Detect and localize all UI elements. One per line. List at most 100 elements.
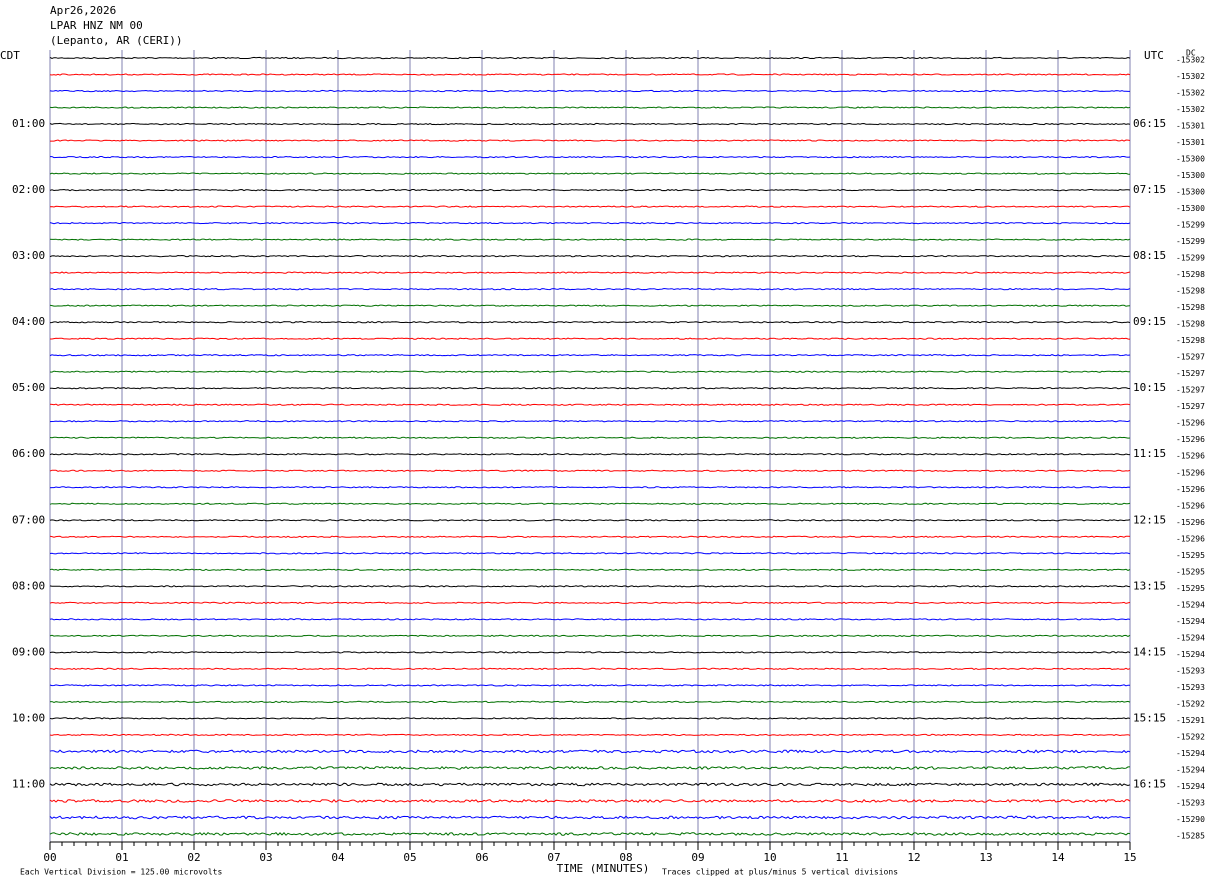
dc-value: -15298 <box>1176 320 1205 329</box>
dc-value: -15296 <box>1176 468 1205 477</box>
dc-value: -15299 <box>1176 221 1205 230</box>
dc-value: -15294 <box>1176 765 1205 774</box>
x-tick-label: 09 <box>691 851 704 864</box>
trace <box>49 188 1131 192</box>
utc-hour: 06:15 <box>1133 117 1166 130</box>
trace <box>49 815 1131 820</box>
trace <box>49 106 1131 109</box>
x-tick-label: 11 <box>835 851 848 864</box>
cdt-hour: 01:00 <box>12 117 45 130</box>
x-tick-label: 13 <box>979 851 992 864</box>
cdt-hour: 05:00 <box>12 381 45 394</box>
trace <box>49 749 1131 754</box>
dc-value: -15296 <box>1176 534 1205 543</box>
trace <box>49 354 1131 357</box>
trace <box>49 73 1131 76</box>
dc-value: -15300 <box>1176 188 1205 197</box>
x-tick-label: 10 <box>763 851 776 864</box>
dc-value: -15302 <box>1176 56 1205 65</box>
dc-value: -15293 <box>1176 666 1205 675</box>
cdt-hour: 07:00 <box>12 513 45 526</box>
title-line: LPAR HNZ NM 00 <box>50 19 143 32</box>
trace <box>50 387 1131 390</box>
utc-hour: 10:15 <box>1133 381 1166 394</box>
trace <box>49 519 1131 522</box>
dc-value: -15299 <box>1176 254 1205 263</box>
trace <box>50 337 1131 340</box>
trace <box>49 700 1131 704</box>
dc-label: DC <box>1186 49 1196 58</box>
clip-note: Traces clipped at plus/minus 5 vertical … <box>662 868 898 877</box>
trace <box>49 238 1131 241</box>
dc-value: -15292 <box>1176 699 1205 708</box>
cdt-hour: 02:00 <box>12 183 45 196</box>
trace <box>49 453 1131 456</box>
trace <box>49 287 1131 291</box>
x-tick-label: 04 <box>331 851 345 864</box>
trace <box>49 221 1131 225</box>
dc-value: -15300 <box>1176 204 1205 213</box>
trace <box>49 304 1131 307</box>
title-line: Apr26,2026 <box>50 4 116 17</box>
trace <box>49 798 1131 803</box>
trace <box>50 155 1131 159</box>
dc-value: -15300 <box>1176 171 1205 180</box>
right-zone: UTC <box>1144 49 1164 62</box>
dc-value: -15294 <box>1176 600 1205 609</box>
x-tick-label: 12 <box>907 851 920 864</box>
trace <box>49 733 1131 737</box>
dc-value: -15302 <box>1176 72 1205 81</box>
x-tick-label: 01 <box>115 851 128 864</box>
utc-hour: 12:15 <box>1133 513 1166 526</box>
trace <box>49 552 1131 555</box>
utc-hour: 15:15 <box>1133 711 1166 724</box>
cdt-hour: 08:00 <box>12 579 45 592</box>
trace <box>49 651 1131 654</box>
x-axis-title: TIME (MINUTES) <box>557 862 650 875</box>
trace <box>49 122 1131 126</box>
dc-value: -15300 <box>1176 155 1205 164</box>
trace <box>49 321 1131 324</box>
dc-value: -15295 <box>1176 551 1205 560</box>
trace <box>49 832 1131 836</box>
utc-hour: 16:15 <box>1133 777 1166 790</box>
dc-value: -15296 <box>1176 518 1205 527</box>
cdt-hour: 10:00 <box>12 711 45 724</box>
trace <box>49 271 1131 274</box>
title-line: (Lepanto, AR (CERI)) <box>50 34 182 47</box>
dc-value: -15291 <box>1176 716 1205 725</box>
x-tick-label: 08 <box>619 851 632 864</box>
utc-hour: 11:15 <box>1133 447 1166 460</box>
trace <box>49 469 1131 472</box>
dc-value: -15294 <box>1176 782 1205 791</box>
trace <box>49 618 1131 621</box>
dc-value: -15296 <box>1176 435 1205 444</box>
dc-value: -15298 <box>1176 303 1205 312</box>
dc-value: -15296 <box>1176 485 1205 494</box>
dc-value: -15294 <box>1176 749 1205 758</box>
trace <box>49 89 1130 93</box>
cdt-hour: 04:00 <box>12 315 45 328</box>
dc-value: -15297 <box>1176 369 1205 378</box>
trace <box>50 139 1131 142</box>
dc-value: -15302 <box>1176 89 1205 98</box>
dc-value: -15298 <box>1176 287 1205 296</box>
x-tick-label: 07 <box>547 851 560 864</box>
trace <box>49 684 1130 687</box>
dc-value: -15298 <box>1176 270 1205 279</box>
cdt-hour: 11:00 <box>12 777 45 790</box>
dc-value: -15293 <box>1176 798 1205 807</box>
dc-value: -15297 <box>1176 402 1205 411</box>
trace <box>49 370 1131 373</box>
dc-value: -15296 <box>1176 501 1205 510</box>
dc-value: -15301 <box>1176 138 1205 147</box>
utc-hour: 13:15 <box>1133 579 1166 592</box>
left-zone: CDT <box>0 49 20 62</box>
trace <box>49 56 1131 60</box>
utc-hour: 09:15 <box>1133 315 1166 328</box>
trace <box>49 436 1131 439</box>
trace <box>49 535 1131 538</box>
x-tick-label: 02 <box>187 851 200 864</box>
dc-value: -15297 <box>1176 386 1205 395</box>
trace <box>49 486 1131 489</box>
